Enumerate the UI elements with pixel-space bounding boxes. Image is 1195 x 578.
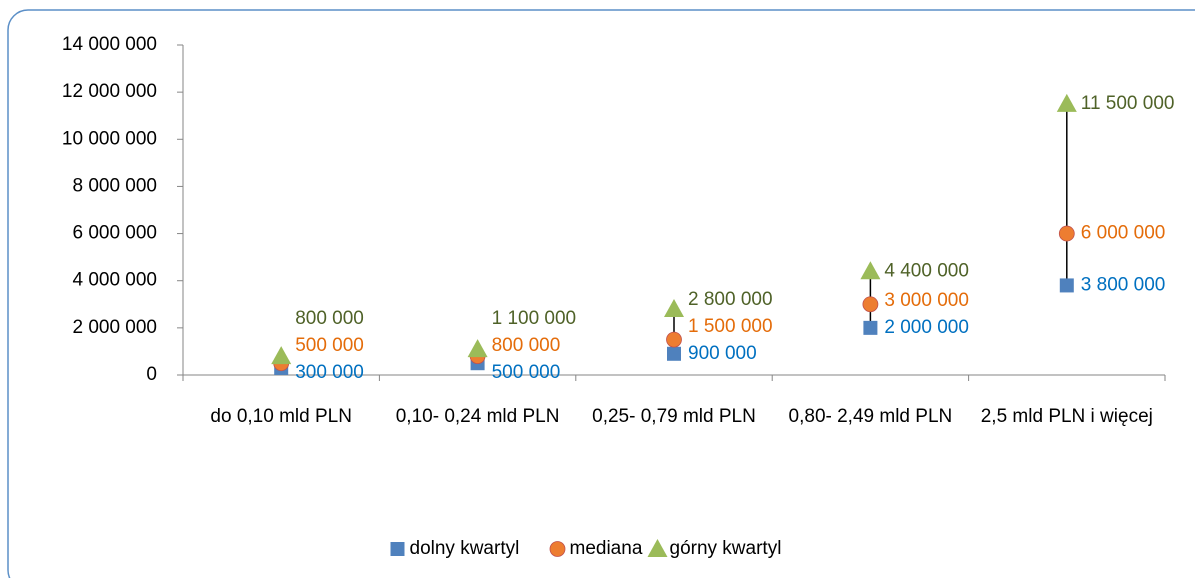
legend-marker [647,539,668,557]
y-tick-label: 14 000 000 [62,34,157,55]
legend-label: górny kwartyl [670,538,782,559]
legend-marker [390,542,405,556]
x-tick-label: 0,25- 0,79 mld PLN [592,406,756,427]
data-label: 800 000 [492,335,561,356]
y-tick-label: 2 000 000 [72,317,157,338]
data-label: 11 500 000 [1081,93,1175,114]
x-tick-label: do 0,10 mld PLN [210,406,352,427]
point [1059,278,1074,293]
point [1056,93,1077,112]
x-tick-label: 0,80- 2,49 mld PLN [788,406,953,427]
data-label: 500 000 [295,335,364,356]
data-label: 900 000 [688,343,757,364]
point [860,261,881,280]
point [271,346,292,365]
y-tick-label: 12 000 000 [62,81,157,102]
data-label: 2 800 000 [688,289,773,310]
y-tick-label: 6 000 000 [72,223,157,244]
point [1058,225,1075,242]
data-label: 4 400 000 [884,260,969,281]
data-label: 3 000 000 [884,290,969,311]
x-tick-label: 0,10- 0,24 mld PLN [395,406,560,427]
point [667,346,681,361]
point [863,320,878,335]
chart-border [7,9,1195,578]
y-tick-label: 10 000 000 [62,128,157,149]
point [666,331,682,348]
legend-label: dolny kwartyl [410,538,520,559]
point [467,339,488,358]
data-label: 500 000 [492,362,561,383]
y-tick-label: 8 000 000 [72,175,157,196]
data-label: 2 000 000 [884,317,969,338]
x-tick-label: 2,5 mld PLN i więcej [980,406,1153,427]
data-label: 1 500 000 [688,316,773,337]
legend-marker [549,541,566,557]
y-tick-label: 0 [146,364,157,385]
y-tick-label: 4 000 000 [72,270,157,291]
point [862,296,879,313]
data-label: 300 000 [295,362,364,383]
data-label: 3 800 000 [1081,274,1166,295]
data-label: 1 100 000 [492,308,577,329]
data-label: 800 000 [295,308,364,329]
legend-label: mediana [570,538,643,559]
data-label: 6 000 000 [1081,223,1166,244]
point [664,299,684,317]
